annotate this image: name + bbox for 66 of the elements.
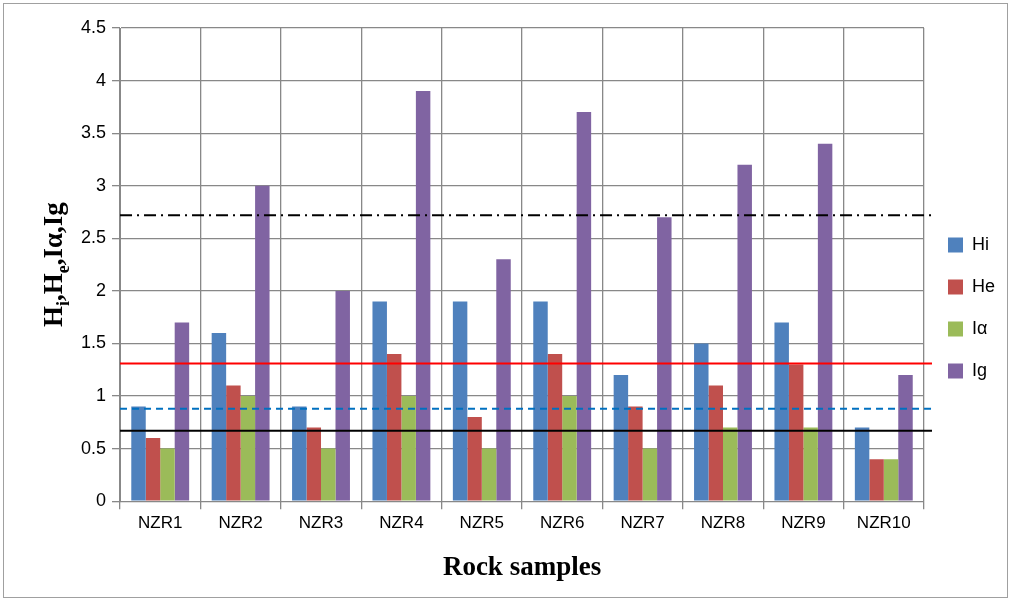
bar [854,427,870,501]
x-tick-label: NZR2 [218,513,263,533]
bar [576,112,592,501]
y-tick-label: 3.5 [80,122,107,143]
bar [533,301,548,501]
bar [467,417,482,501]
legend-label: Ig [971,359,988,380]
bar [694,343,709,501]
y-tick-label: 1 [96,385,107,406]
x-axis-title: Rock samples [442,550,602,581]
bar [803,427,818,501]
bar [386,353,402,501]
bar [774,322,789,501]
y-tick-label: 0 [96,490,107,511]
bar [628,406,643,501]
bar [226,385,241,501]
bar [131,406,146,501]
bar [898,375,913,501]
y-tick-label: 2.5 [80,227,107,248]
bar [145,438,161,501]
x-tick-label: NZR4 [379,513,424,533]
x-tick-label: NZR9 [781,513,826,533]
bar [335,290,350,501]
bar [321,448,336,501]
legend-label: Iα [971,317,988,338]
bar [255,185,270,501]
bar [415,91,431,501]
bar [723,427,738,501]
bar [372,301,387,501]
y-axis-title: Hi,He,Iα,Ig [38,201,73,328]
bar [613,375,629,501]
bar [817,143,833,501]
bar [788,364,804,501]
y-tick-label: 0.5 [80,437,107,458]
legend-label: He [971,275,996,296]
x-tick-label: NZR7 [620,513,665,533]
bar [452,301,468,501]
bar [708,385,723,501]
x-tick-label: NZR3 [298,513,344,533]
y-tick-label: 1.5 [80,332,107,353]
bar [211,332,227,501]
bar [657,217,672,501]
x-tick-label: NZR5 [459,513,505,533]
bar [496,259,511,501]
bar [481,448,497,501]
x-tick-label: NZR1 [138,513,183,533]
bar [737,164,752,501]
bar [160,448,175,501]
y-tick-label: 3 [96,174,107,195]
bar [547,353,563,501]
y-tick-label: 2 [96,279,107,300]
bar [306,427,322,501]
bar [174,322,190,501]
y-tick-label: 4.5 [80,16,107,37]
x-tick-label: NZR10 [856,513,911,533]
legend-label: Hi [971,233,989,254]
bar [562,396,577,501]
bar [642,448,658,501]
y-tick-label: 4 [96,69,107,90]
bar [292,406,307,501]
x-tick-label: NZR8 [700,513,746,533]
x-tick-label: NZR6 [540,513,585,533]
bar [883,459,899,501]
bar [240,396,256,501]
bar [869,459,884,501]
bar [401,396,416,501]
